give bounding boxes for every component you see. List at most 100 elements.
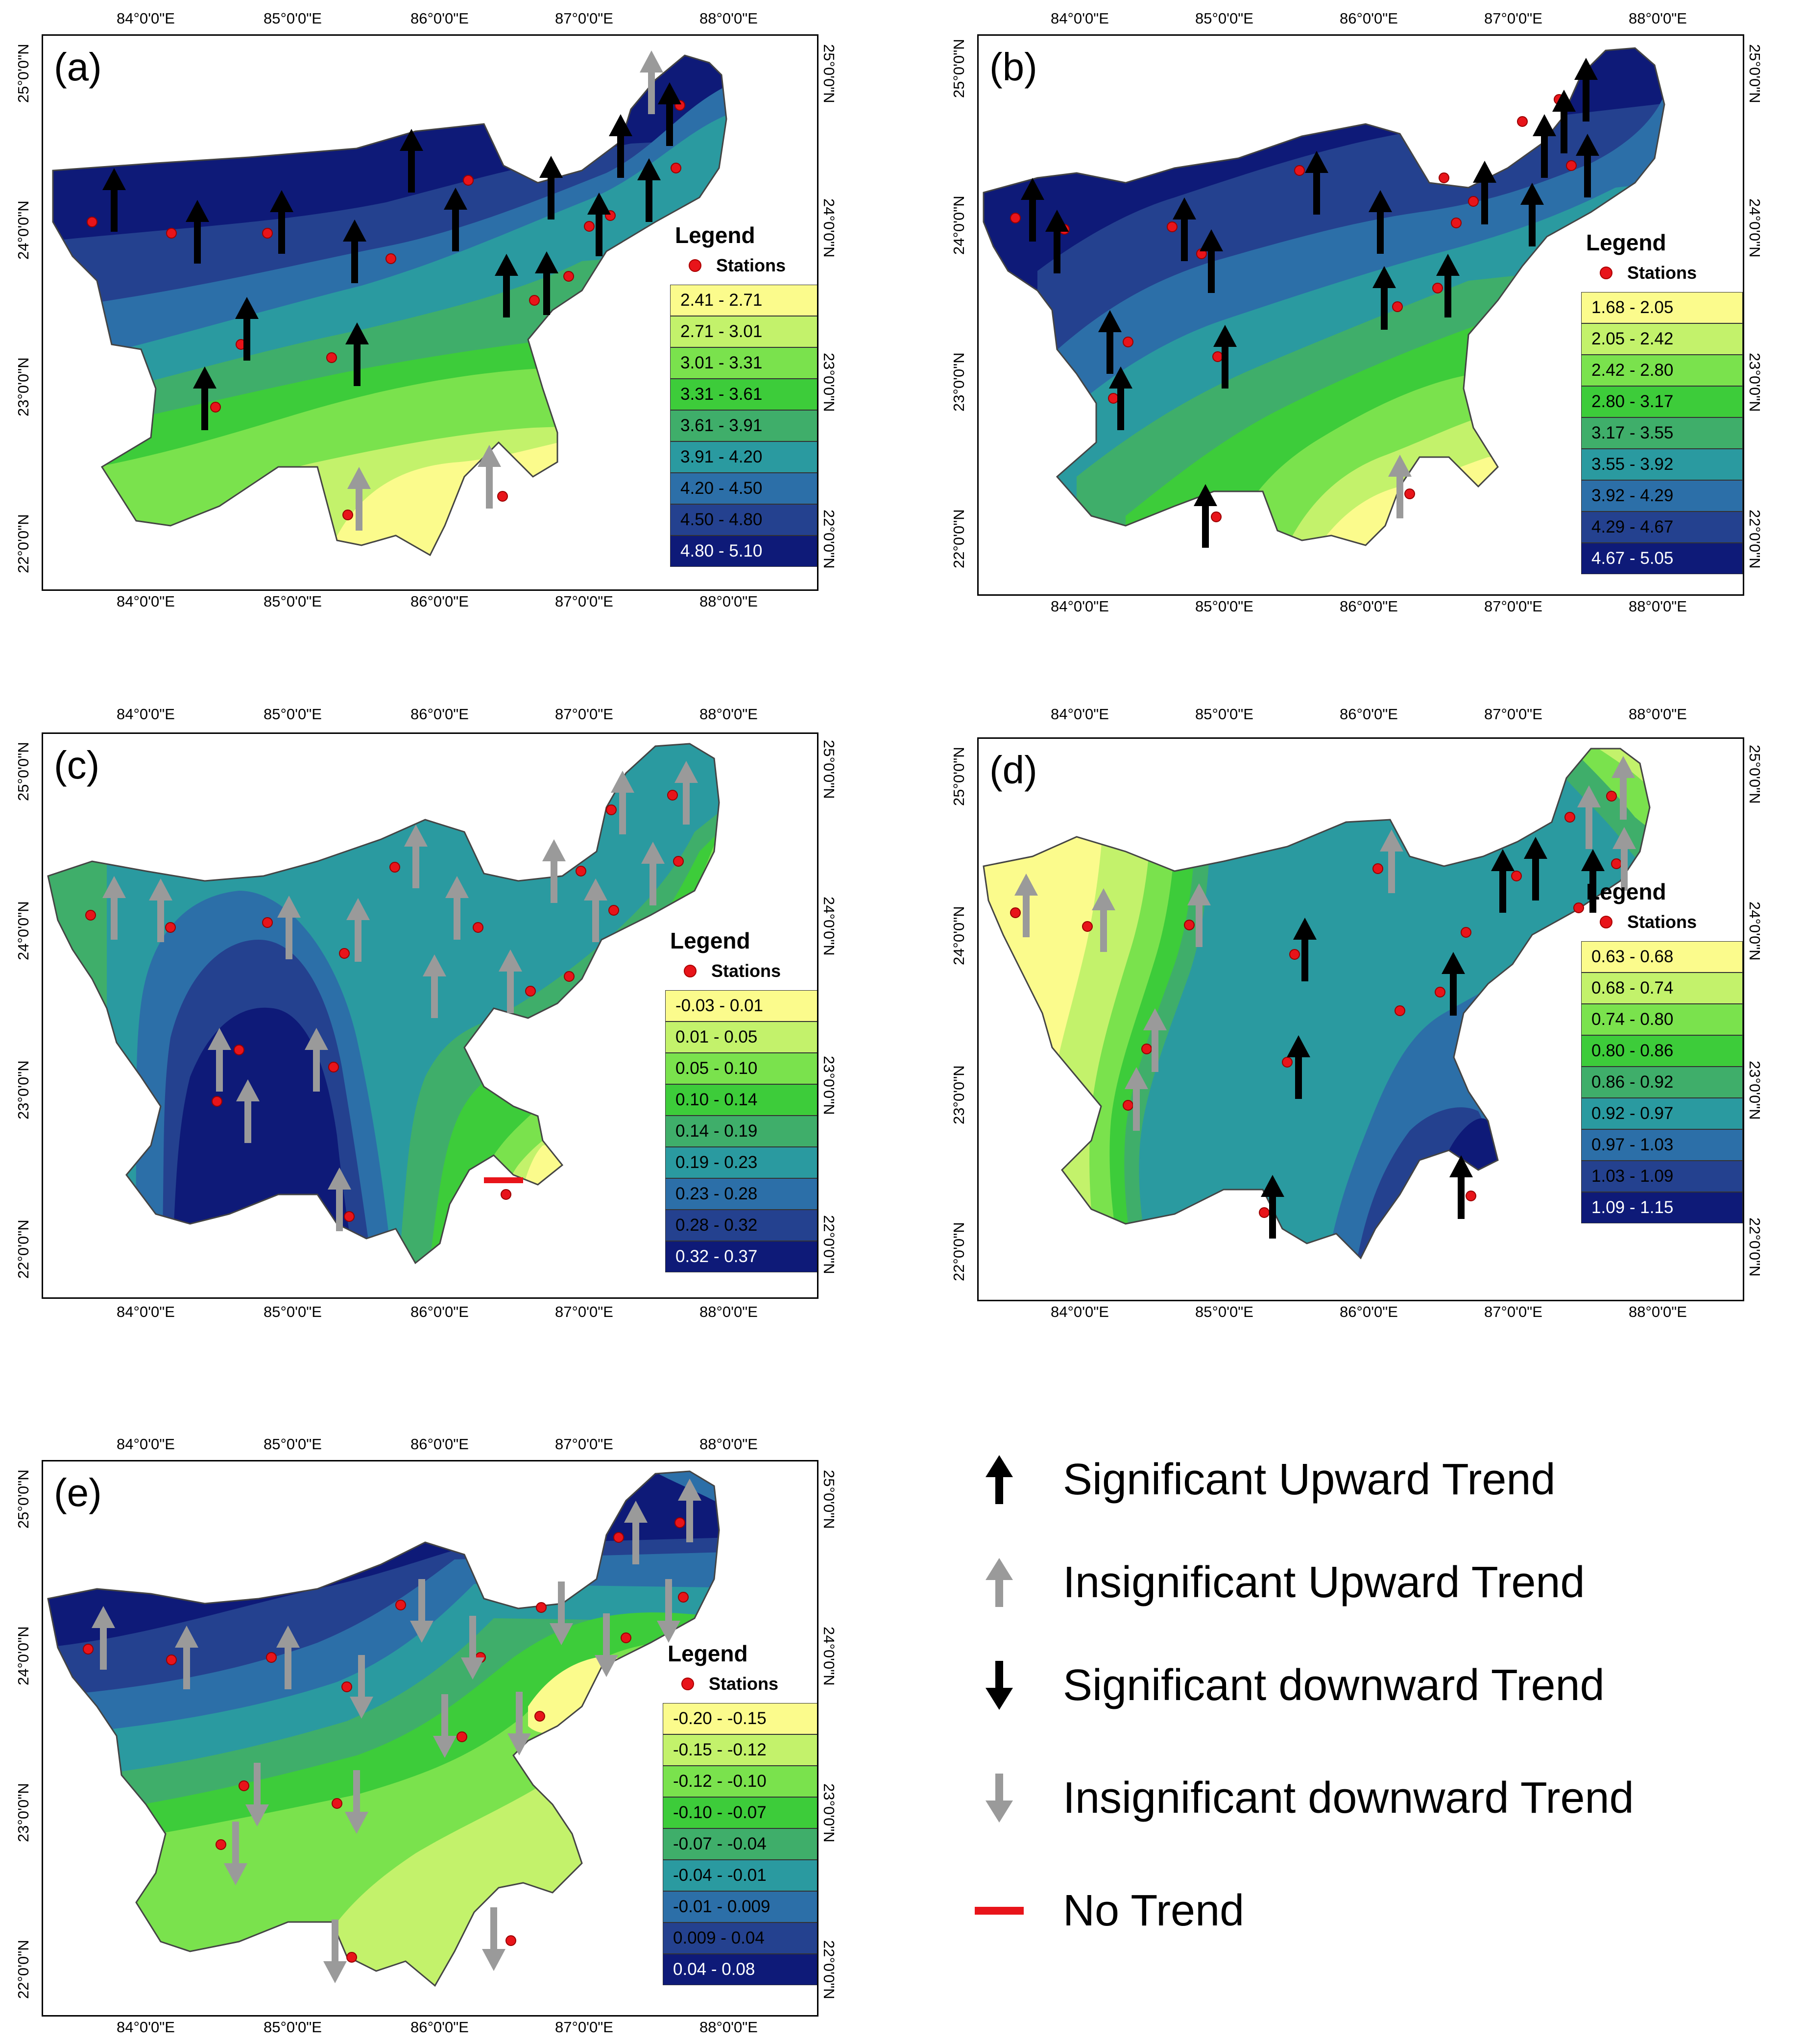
trend-arrows-d	[1014, 756, 1636, 1239]
lat-label: 23°0'0"N	[950, 352, 967, 412]
legend-class: 0.80 - 0.86	[1581, 1035, 1743, 1067]
legend-class: 0.05 - 0.10	[665, 1053, 817, 1084]
lon-label: 88°0'0"E	[699, 1436, 758, 1453]
class-label: 0.10 - 0.14	[675, 1090, 758, 1109]
map-frame-e: (e) Legend Stations -0.20 - -0.15 -0.15 …	[42, 1460, 818, 2017]
legend-class: 3.31 - 3.61	[670, 379, 817, 410]
lat-label: 24°0'0"N	[820, 1627, 838, 1686]
legend-e: Legend Stations -0.20 - -0.15 -0.15 - -0…	[663, 1640, 817, 1985]
map-frame-a: (a) Legend Stations 2.41 - 2.71 2.71 - 3…	[42, 34, 818, 591]
legend-class: -0.15 - -0.12	[663, 1734, 817, 1766]
class-label: 0.63 - 0.68	[1591, 947, 1674, 966]
class-label: -0.03 - 0.01	[675, 996, 763, 1015]
legend-class: 3.01 - 3.31	[670, 347, 817, 379]
class-label: 3.61 - 3.91	[680, 416, 763, 435]
class-label: 1.09 - 1.15	[1591, 1198, 1674, 1217]
black-down-arrow-icon	[986, 1661, 1013, 1710]
class-label: 4.20 - 4.50	[680, 479, 763, 498]
lon-label: 86°0'0"E	[410, 706, 469, 723]
map-frame-d: (d) Legend Stations 0.63 - 0.68 0.68 - 0…	[977, 737, 1744, 1301]
lon-label: 88°0'0"E	[1629, 1303, 1687, 1320]
lat-label: 23°0'0"N	[1746, 1061, 1763, 1120]
legend-rows-c: -0.03 - 0.01 0.01 - 0.05 0.05 - 0.10 0.1…	[665, 990, 817, 1272]
class-label: 4.29 - 4.67	[1591, 517, 1674, 536]
lon-label: 86°0'0"E	[1340, 10, 1398, 27]
lon-label: 85°0'0"E	[264, 1303, 322, 1320]
lat-label: 23°0'0"N	[820, 353, 838, 412]
class-label: 0.74 - 0.80	[1591, 1010, 1674, 1029]
legend-title: Legend	[1586, 879, 1666, 904]
legend-class: 0.68 - 0.74	[1581, 973, 1743, 1004]
panel-label-a: (a)	[54, 45, 102, 89]
legend-class: 2.41 - 2.71	[670, 285, 817, 316]
legend-class: 0.04 - 0.08	[663, 1954, 817, 1985]
class-label: 3.17 - 3.55	[1591, 423, 1674, 442]
lat-label: 23°0'0"N	[820, 1056, 838, 1115]
lon-label: 86°0'0"E	[410, 1303, 469, 1320]
class-label: 1.03 - 1.09	[1591, 1167, 1674, 1186]
lon-label: 88°0'0"E	[1629, 10, 1687, 27]
legend-class: 2.71 - 3.01	[670, 316, 817, 347]
lat-label: 25°0'0"N	[15, 1469, 32, 1529]
legend-stations: Stations	[670, 255, 817, 276]
legend-stations: Stations	[663, 1674, 817, 1694]
legend-class: -0.04 - -0.01	[663, 1860, 817, 1891]
legend-class: 0.14 - 0.19	[665, 1116, 817, 1147]
lon-label: 85°0'0"E	[264, 1436, 322, 1453]
lon-label: 85°0'0"E	[1195, 10, 1253, 27]
lon-label: 84°0'0"E	[117, 2019, 175, 2036]
legend-class: 1.09 - 1.15	[1581, 1192, 1743, 1223]
class-label: 0.23 - 0.28	[675, 1184, 758, 1203]
legend-class: -0.07 - -0.04	[663, 1828, 817, 1860]
class-label: 0.05 - 0.10	[675, 1059, 758, 1078]
class-label: -0.10 - -0.07	[673, 1803, 767, 1822]
trend-arrows-c	[102, 761, 698, 1231]
class-label: 4.50 - 4.80	[680, 510, 763, 529]
lat-label: 25°0'0"N	[1746, 745, 1763, 804]
class-label: -0.12 - -0.10	[673, 1772, 767, 1791]
lon-label: 84°0'0"E	[1051, 706, 1109, 723]
lat-label: 25°0'0"N	[950, 747, 967, 806]
legend-title: Legend	[670, 928, 750, 953]
legend-title: Legend	[675, 222, 755, 248]
lat-label: 25°0'0"N	[820, 740, 838, 799]
lon-label: 87°0'0"E	[555, 706, 613, 723]
lon-label: 86°0'0"E	[410, 2019, 469, 2036]
lon-label: 87°0'0"E	[1484, 10, 1542, 27]
class-label: 3.92 - 4.29	[1591, 486, 1674, 505]
lat-label: 24°0'0"N	[820, 198, 838, 258]
lat-label: 24°0'0"N	[1746, 198, 1763, 258]
lat-label: 22°0'0"N	[15, 1940, 32, 1999]
class-label: 1.68 - 2.05	[1591, 298, 1674, 317]
stations-label: Stations	[709, 1674, 779, 1694]
key-insig-up: Insignificant Upward Trend	[975, 1553, 1585, 1612]
legend-class: 4.80 - 5.10	[670, 535, 817, 567]
map-c	[47, 743, 720, 1265]
lon-label: 85°0'0"E	[1195, 1303, 1253, 1320]
panel-label-d: (d)	[989, 748, 1037, 792]
lat-label: 22°0'0"N	[1746, 1217, 1763, 1277]
legend-c: Legend Stations -0.03 - 0.01 0.01 - 0.05…	[665, 927, 817, 1272]
lon-label: 88°0'0"E	[699, 2019, 758, 2036]
class-label: 2.05 - 2.42	[1591, 329, 1674, 348]
class-label: -0.01 - 0.009	[673, 1897, 770, 1916]
lat-label: 24°0'0"N	[820, 897, 838, 956]
lat-label: 23°0'0"N	[15, 1060, 32, 1119]
stations-label: Stations	[1627, 263, 1697, 283]
class-label: 0.92 - 0.97	[1591, 1104, 1674, 1123]
legend-class: 0.86 - 0.92	[1581, 1067, 1743, 1098]
lon-label: 87°0'0"E	[1484, 706, 1542, 723]
lon-label: 84°0'0"E	[1051, 1303, 1109, 1320]
legend-class: 2.80 - 3.17	[1581, 386, 1743, 417]
panel-label-e: (e)	[54, 1471, 102, 1514]
key-no-trend: No Trend	[975, 1881, 1244, 1940]
gray-up-arrow-icon	[986, 1558, 1013, 1607]
lon-label: 87°0'0"E	[555, 1436, 613, 1453]
lat-label: 24°0'0"N	[15, 200, 32, 260]
station-dot-icon	[684, 965, 697, 977]
lon-label: 85°0'0"E	[264, 2019, 322, 2036]
class-label: 0.80 - 0.86	[1591, 1041, 1674, 1060]
class-label: 3.55 - 3.92	[1591, 455, 1674, 474]
legend-class: 0.63 - 0.68	[1581, 941, 1743, 973]
lon-label: 86°0'0"E	[1340, 706, 1398, 723]
